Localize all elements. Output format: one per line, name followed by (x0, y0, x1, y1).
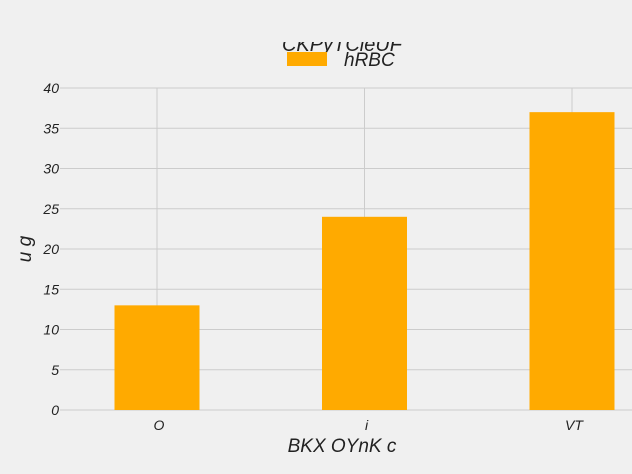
bar (529, 112, 615, 411)
y-tick-label: 30 (43, 161, 59, 177)
y-tick-label: 25 (42, 201, 59, 217)
legend-swatch (287, 52, 327, 66)
x-tick-label: O (154, 417, 165, 433)
y-tick-label: 40 (43, 80, 59, 96)
x-tick-label: VT (565, 417, 584, 433)
bars (114, 112, 615, 411)
y-tick-label: 35 (43, 120, 59, 136)
bar (114, 305, 200, 410)
y-tick-label: 20 (42, 241, 59, 257)
legend: hRBC (287, 50, 395, 71)
y-tick-label: 10 (43, 322, 59, 338)
y-tick-label: 5 (51, 362, 59, 378)
y-tick-label: 15 (43, 281, 59, 297)
y-axis-label: u g (15, 235, 36, 262)
legend-label: hRBC (344, 50, 395, 71)
x-axis-label: BKX OYnK c (288, 436, 397, 457)
y-tick-labels: 0 5 10 15 20 25 30 35 40 (42, 80, 59, 418)
y-tick-label: 0 (51, 402, 59, 418)
bar (322, 216, 407, 410)
x-tick-label: i (365, 417, 369, 433)
